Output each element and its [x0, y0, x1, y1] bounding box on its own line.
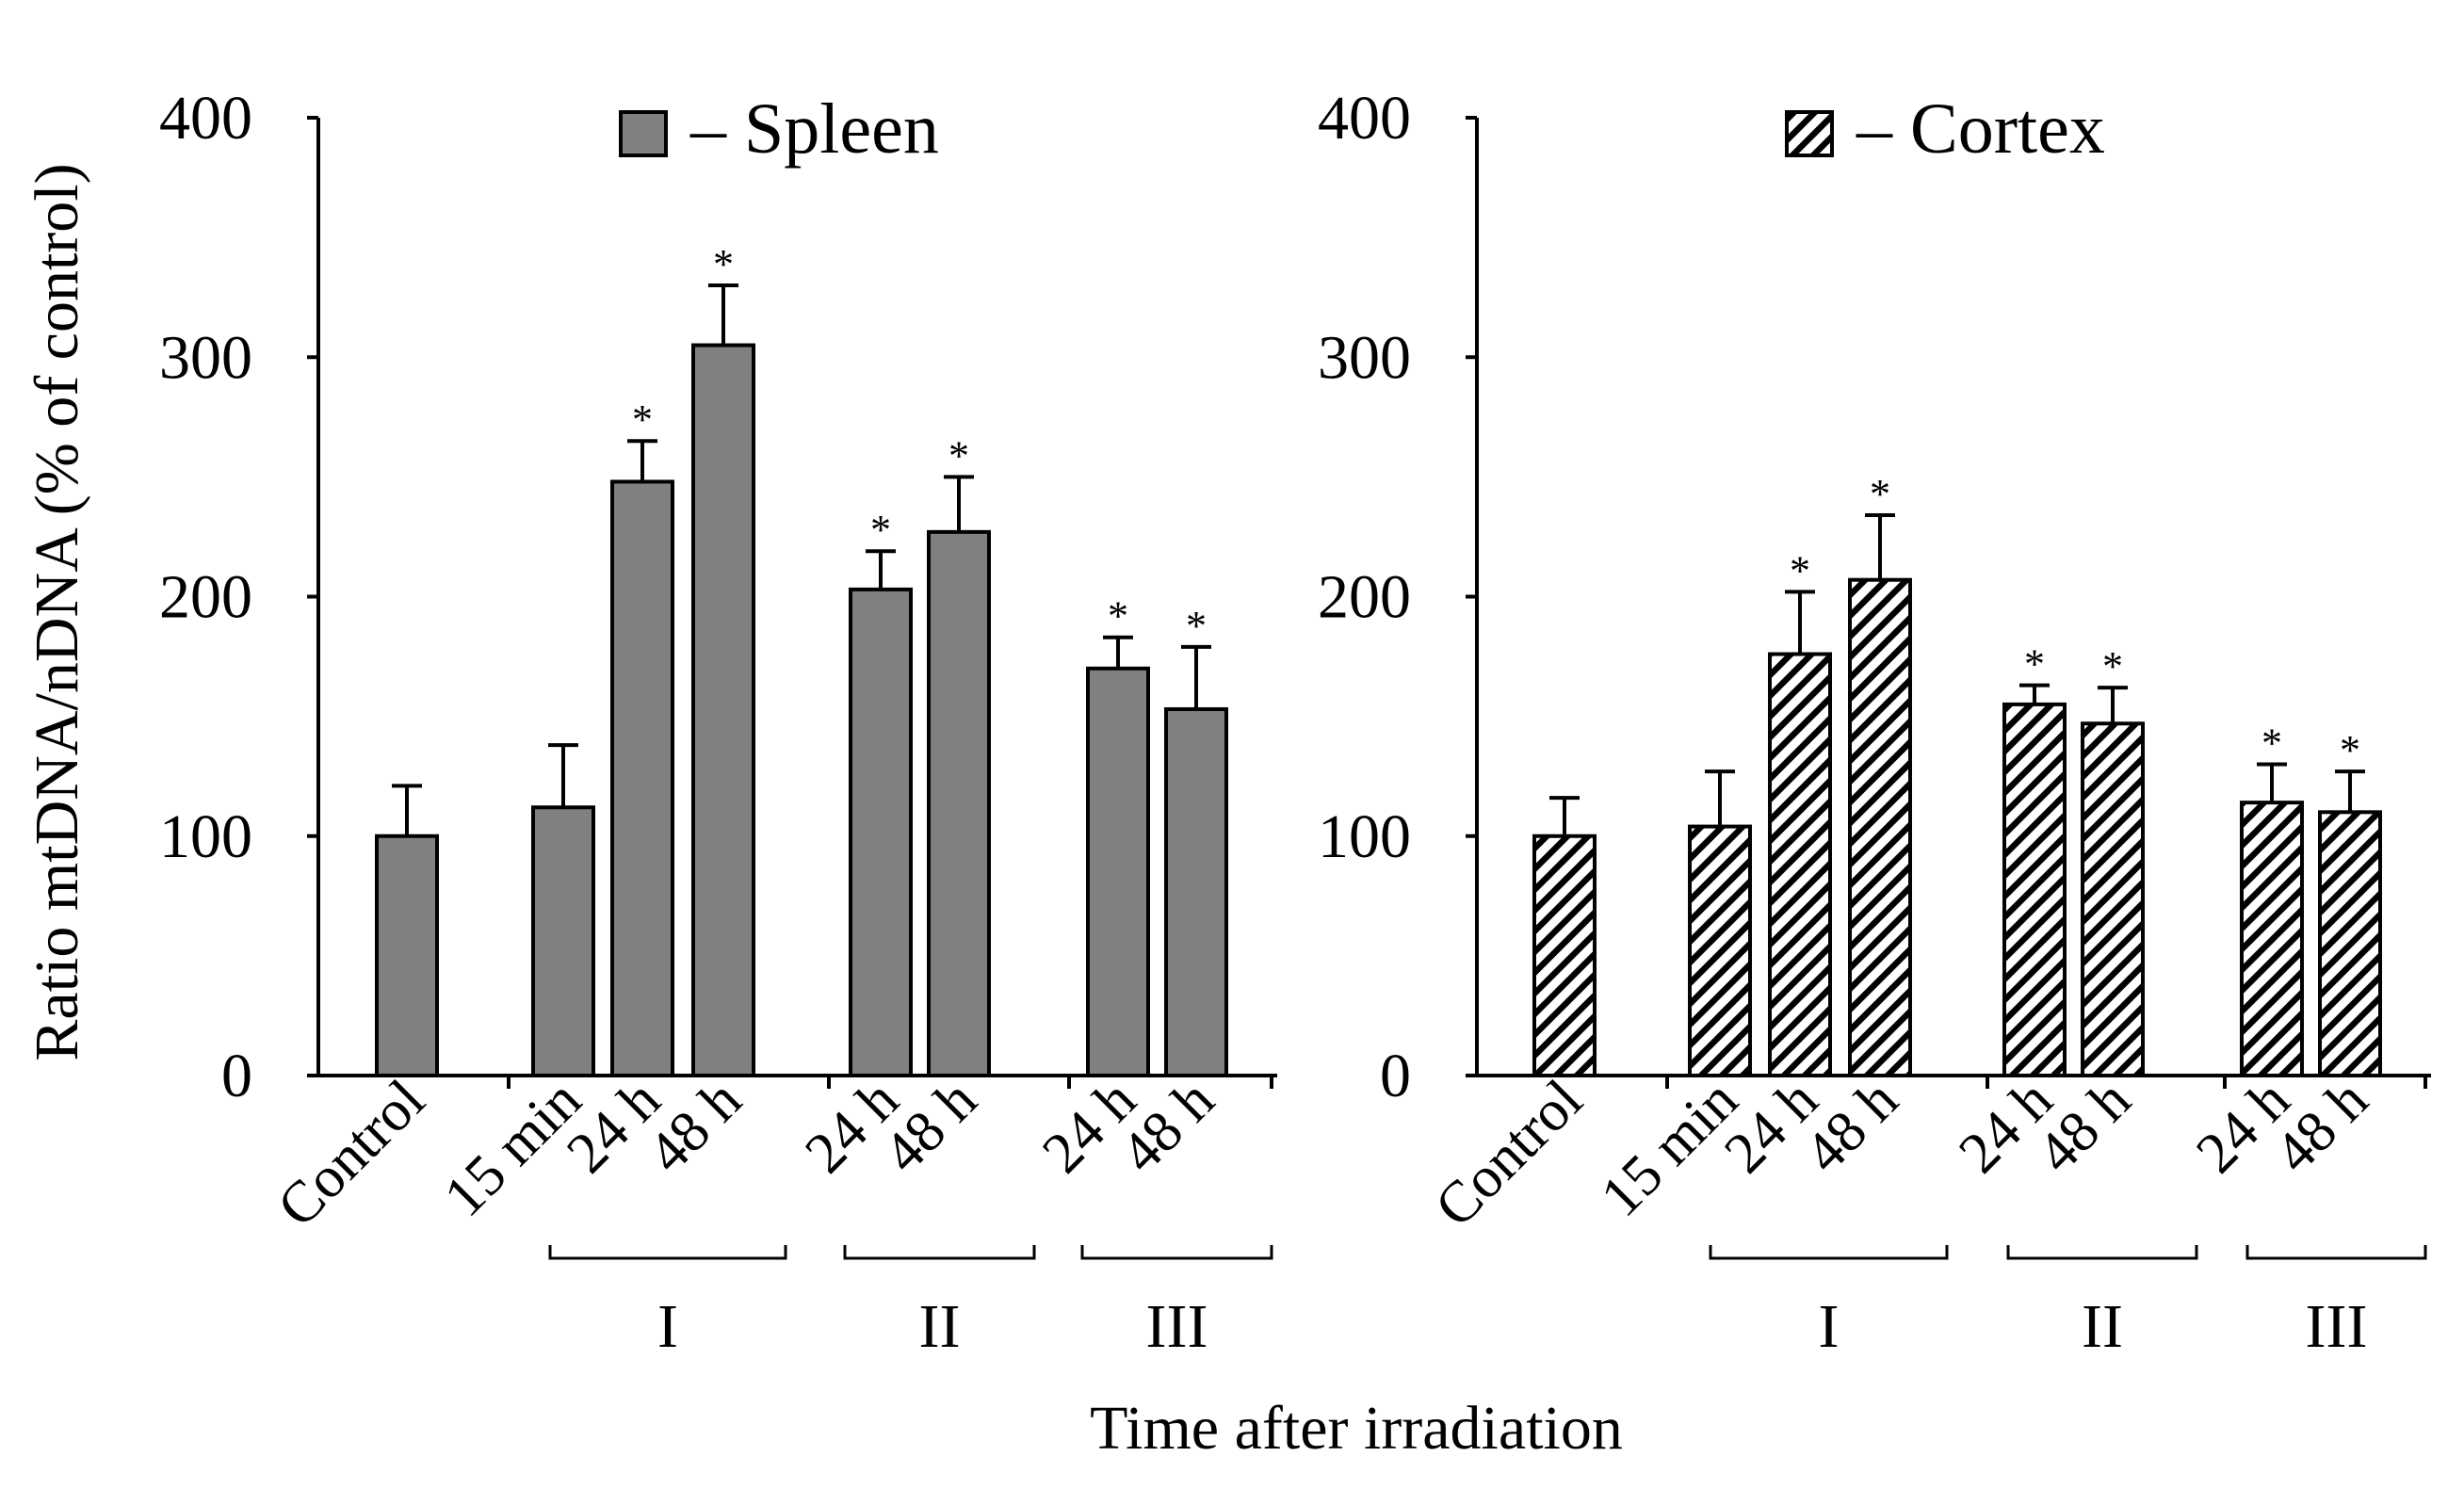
x-axis-label: Time after irradiation — [1090, 1394, 1623, 1463]
x-category-label: 48 h — [636, 1068, 754, 1186]
bar — [1164, 706, 1228, 1077]
group-bracket — [843, 1245, 1036, 1260]
x-category-label: 48 h — [2262, 1068, 2380, 1186]
significance-star: * — [1790, 547, 1810, 593]
significance-star: * — [1186, 603, 1207, 649]
legend-swatch — [1785, 110, 1834, 157]
group-bracket — [2245, 1245, 2427, 1260]
significance-star: * — [948, 432, 969, 478]
significance-star: * — [1870, 471, 1890, 517]
y-tick-label: 0 — [221, 1042, 252, 1110]
significance-star: * — [870, 507, 891, 553]
bar — [1532, 834, 1597, 1077]
bar — [1688, 824, 1752, 1078]
bar — [2081, 721, 2145, 1077]
y-tick-label: 300 — [159, 323, 252, 392]
significance-star: * — [2024, 641, 2045, 688]
significance-star: * — [713, 241, 734, 287]
bar — [849, 587, 913, 1077]
bar — [2318, 810, 2382, 1077]
y-tick-label: 400 — [159, 84, 252, 153]
significance-star: * — [632, 397, 653, 443]
group-bracket — [2006, 1245, 2198, 1260]
bar — [2240, 801, 2304, 1078]
y-tick-label: 100 — [1318, 802, 1411, 871]
bar — [1768, 652, 1832, 1078]
x-category-label: 48 h — [1792, 1068, 1910, 1186]
y-tick-label: 200 — [1318, 563, 1411, 632]
y-tick-label: 100 — [159, 802, 252, 871]
bar — [1848, 577, 1912, 1077]
significance-star: * — [2102, 643, 2123, 689]
significance-star: * — [1108, 593, 1128, 639]
bar — [375, 834, 439, 1077]
x-category-label: Control — [266, 1068, 437, 1239]
x-category-label: Control — [1423, 1068, 1595, 1239]
bar — [610, 479, 674, 1077]
group-label: III — [1146, 1292, 1208, 1361]
group-label: II — [2082, 1292, 2123, 1361]
group-bracket — [548, 1245, 787, 1260]
significance-star: * — [2261, 720, 2282, 766]
legend-swatch — [619, 110, 668, 157]
bar — [1086, 666, 1150, 1078]
bar — [531, 805, 595, 1077]
x-category-label: 48 h — [871, 1068, 989, 1186]
significance-star: * — [2340, 727, 2360, 773]
y-tick-label: 0 — [1380, 1042, 1411, 1110]
group-bracket — [1709, 1245, 1949, 1260]
y-tick-label: 400 — [1318, 84, 1411, 153]
group-label: I — [1819, 1292, 1840, 1361]
y-axis-label: Ratio mtDNA/nDNA (% of control) — [23, 163, 91, 1060]
y-tick-label: 200 — [159, 563, 252, 632]
bar — [2002, 702, 2067, 1077]
group-bracket — [1080, 1245, 1273, 1260]
group-label: I — [657, 1292, 678, 1361]
bar — [927, 529, 991, 1077]
group-label: III — [2306, 1292, 2368, 1361]
x-category-label: 48 h — [2025, 1068, 2143, 1186]
group-label: II — [919, 1292, 961, 1361]
legend-label: – Cortex — [1856, 89, 2105, 169]
legend-label: – Spleen — [689, 89, 939, 169]
x-category-label: 48 h — [1109, 1068, 1226, 1186]
y-tick-label: 300 — [1318, 323, 1411, 392]
bar — [691, 343, 755, 1078]
